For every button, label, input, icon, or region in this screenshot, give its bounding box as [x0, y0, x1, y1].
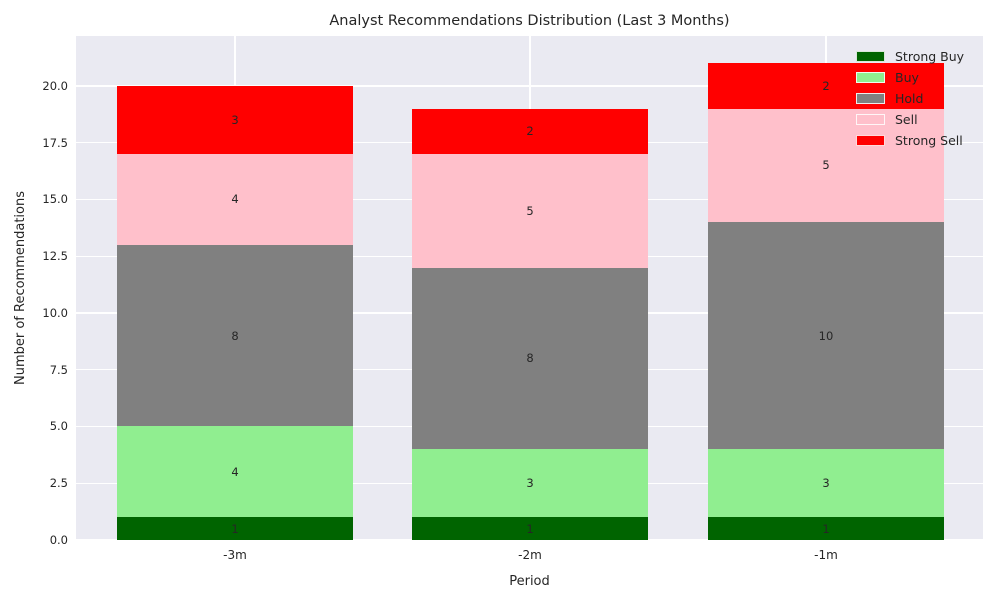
bar-segment-hold — [708, 222, 944, 450]
x-tick-label: -2m — [518, 548, 542, 562]
bar-value-label: 4 — [231, 464, 239, 479]
legend-label: Hold — [895, 91, 924, 106]
bar-segment-sell — [117, 154, 353, 245]
bar-segment-hold — [117, 244, 353, 427]
bar-value-label: 4 — [231, 192, 239, 207]
y-tick-label: 0.0 — [49, 533, 68, 547]
legend: Strong Buy Buy Hold Sell Strong Sell — [856, 46, 964, 151]
bar-value-label: 1 — [822, 521, 830, 536]
legend-swatch-icon — [856, 114, 885, 125]
bar-value-label: 2 — [822, 78, 830, 93]
bar-segment-hold — [412, 267, 648, 450]
bar-segment-strong-sell — [117, 85, 353, 155]
bar-value-label: 3 — [822, 476, 830, 491]
legend-swatch-icon — [856, 72, 885, 83]
legend-swatch-icon — [856, 135, 885, 146]
bar-segment-buy — [117, 426, 353, 518]
bar-value-label: 3 — [526, 476, 534, 491]
bar-segment-sell — [708, 108, 944, 223]
bar-value-label: 5 — [822, 158, 830, 173]
bar-segment-strong-buy — [708, 517, 944, 540]
x-tick-label: -1m — [814, 548, 838, 562]
bar-value-label: 5 — [526, 203, 534, 218]
y-axis-label: Number of Recommendations — [13, 190, 28, 386]
legend-entry-hold: Hold — [856, 88, 964, 109]
bar-segment-strong-sell — [708, 63, 944, 109]
chart-title: Analyst Recommendations Distribution (La… — [329, 13, 730, 29]
bar-segment-strong-buy — [117, 517, 353, 540]
x-tick-label: -3m — [223, 548, 247, 562]
bar-segment-buy — [412, 449, 648, 518]
legend-entry-buy: Buy — [856, 67, 964, 88]
bar-value-label: 1 — [526, 521, 534, 536]
legend-entry-strong-buy: Strong Buy — [856, 46, 964, 67]
bar-segment-sell — [412, 154, 648, 268]
y-tick-label: 10.0 — [42, 305, 68, 320]
bar-segment-buy — [708, 449, 944, 518]
y-tick-label: 7.5 — [49, 362, 68, 377]
bar-value-label: 1 — [231, 521, 239, 536]
legend-label: Strong Sell — [895, 133, 963, 148]
legend-entry-strong-sell: Strong Sell — [856, 130, 964, 151]
y-tick-label: 5.0 — [49, 419, 68, 434]
bar-value-label: 2 — [526, 124, 534, 139]
y-tick-label: 20.0 — [42, 78, 68, 93]
bar-segment-strong-sell — [412, 108, 648, 155]
x-axis-label: Period — [509, 574, 550, 589]
bar-value-label: 8 — [526, 351, 534, 366]
bar-value-label: 10 — [818, 328, 834, 343]
legend-swatch-icon — [856, 51, 885, 62]
legend-swatch-icon — [856, 93, 885, 104]
bar-segment-strong-buy — [412, 517, 648, 540]
y-tick-label: 2.5 — [49, 476, 68, 491]
plot-area: 1 4 8 4 3 1 3 8 5 2 1 3 10 5 2 — [76, 36, 983, 541]
legend-label: Strong Buy — [895, 49, 965, 64]
y-tick-label: 17.5 — [42, 135, 68, 150]
y-tick-label: 15.0 — [42, 192, 68, 207]
legend-entry-sell: Sell — [856, 109, 964, 130]
bar-value-label: 8 — [231, 328, 239, 343]
y-tick-label: 12.5 — [42, 249, 68, 264]
bar-value-label: 3 — [231, 113, 239, 127]
legend-label: Sell — [895, 112, 918, 127]
legend-label: Buy — [895, 70, 919, 85]
